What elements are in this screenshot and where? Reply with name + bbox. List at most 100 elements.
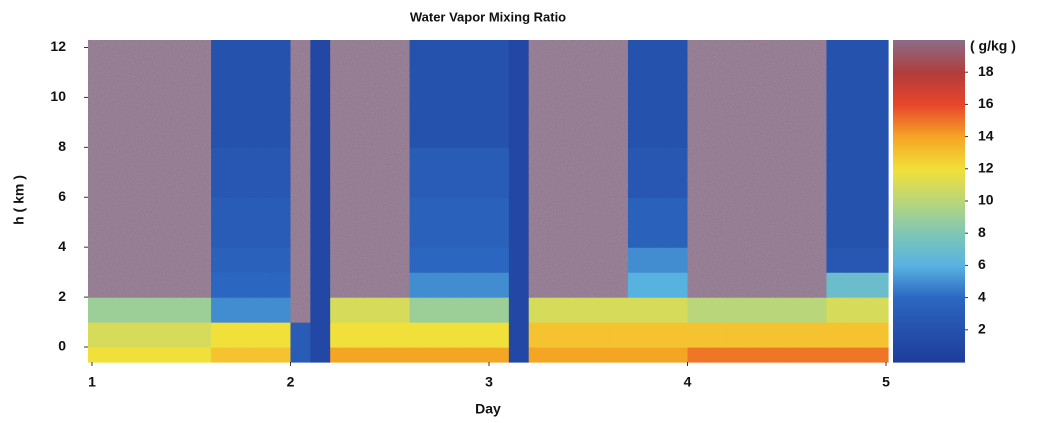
- heatmap-cell: [112, 347, 132, 363]
- heatmap-cell: [707, 272, 727, 298]
- heatmap-cell: [826, 197, 846, 248]
- heatmap-cell: [688, 147, 708, 198]
- heatmap-cell: [251, 297, 271, 323]
- x-tick-label: 5: [882, 374, 890, 390]
- heatmap-cell: [271, 322, 291, 348]
- heatmap-cell: [132, 197, 152, 248]
- heatmap-cell: [132, 247, 152, 273]
- heatmap-cell: [707, 322, 727, 348]
- heatmap-cell: [231, 322, 251, 348]
- heatmap-cell: [231, 40, 251, 98]
- heatmap-cell: [410, 322, 430, 348]
- heatmap-cell: [350, 322, 370, 348]
- heatmap-cell: [271, 97, 291, 148]
- heatmap-cell: [191, 347, 211, 363]
- heatmap-cell: [787, 272, 807, 298]
- heatmap-cell: [688, 347, 708, 363]
- heatmap-cell: [350, 297, 370, 323]
- heatmap-cell: [429, 347, 449, 363]
- heatmap-cell: [370, 272, 390, 298]
- heatmap-cell: [807, 147, 827, 198]
- heatmap-cell: [132, 272, 152, 298]
- heatmap-cell: [290, 97, 310, 148]
- heatmap-cell: [747, 197, 767, 248]
- chart-title: Water Vapor Mixing Ratio: [410, 9, 566, 24]
- heatmap-cell: [727, 347, 747, 363]
- heatmap-cell: [390, 97, 410, 148]
- heatmap-cell: [271, 297, 291, 323]
- heatmap-cell: [370, 147, 390, 198]
- heatmap-cell: [648, 147, 668, 198]
- heatmap-cell: [191, 297, 211, 323]
- heatmap-cell: [112, 147, 132, 198]
- heatmap-cell: [727, 247, 747, 273]
- heatmap-cell: [310, 247, 330, 273]
- heatmap-cell: [787, 347, 807, 363]
- heatmap-cell: [469, 97, 489, 148]
- heatmap-cell: [251, 322, 271, 348]
- heatmap-cell: [529, 322, 549, 348]
- heatmap-cell: [112, 97, 132, 148]
- x-tick-label: 1: [88, 374, 96, 390]
- y-tick-label: 8: [58, 138, 66, 154]
- heatmap-cell: [231, 97, 251, 148]
- heatmap-cell: [489, 347, 509, 363]
- heatmap-cell: [648, 197, 668, 248]
- heatmap-cell: [330, 347, 350, 363]
- heatmap-cell: [290, 347, 310, 363]
- heatmap-cell: [866, 247, 888, 273]
- heatmap-cell: [509, 40, 529, 98]
- heatmap-cell: [350, 147, 370, 198]
- heatmap-cell: [449, 197, 469, 248]
- heatmap-cell: [688, 272, 708, 298]
- heatmap-cell: [866, 347, 888, 363]
- heatmap-cell: [390, 322, 410, 348]
- heatmap-cell: [707, 297, 727, 323]
- heatmap-cell: [231, 347, 251, 363]
- heatmap-cell: [747, 147, 767, 198]
- heatmap-cell: [727, 297, 747, 323]
- heatmap-cell: [251, 347, 271, 363]
- heatmap-cell: [330, 97, 350, 148]
- heatmap-cell: [688, 40, 708, 98]
- heatmap-cell: [549, 322, 569, 348]
- heatmap-cell: [410, 147, 430, 198]
- heatmap-cell: [628, 297, 648, 323]
- heatmap-cell: [211, 272, 231, 298]
- heatmap-cell: [767, 247, 787, 273]
- heatmap-cell: [727, 147, 747, 198]
- heatmap-cell: [469, 197, 489, 248]
- heatmap-cell: [707, 97, 727, 148]
- heatmap-cell: [88, 322, 112, 348]
- heatmap-cell: [787, 322, 807, 348]
- heatmap-cell: [152, 297, 172, 323]
- heatmap-cell: [152, 40, 172, 98]
- heatmap-cell: [727, 272, 747, 298]
- heatmap-cell: [290, 272, 310, 298]
- heatmap-cell: [866, 147, 888, 198]
- heatmap-cell: [648, 247, 668, 273]
- colorbar-tick-label: 6: [978, 256, 986, 272]
- heatmap-cell: [310, 97, 330, 148]
- heatmap-cell: [568, 197, 588, 248]
- heatmap-cell: [628, 272, 648, 298]
- heatmap-cell: [449, 147, 469, 198]
- heatmap-cell: [529, 147, 549, 198]
- heatmap-cell: [549, 40, 569, 98]
- heatmap-cell: [191, 147, 211, 198]
- heatmap-cell: [171, 297, 191, 323]
- heatmap-cell: [807, 347, 827, 363]
- heatmap-cell: [846, 197, 866, 248]
- heatmap-cell: [529, 197, 549, 248]
- heatmap-cell: [310, 197, 330, 248]
- heatmap-cell: [88, 272, 112, 298]
- heatmap-cell: [588, 322, 608, 348]
- heatmap-cell: [588, 272, 608, 298]
- heatmap-cell: [469, 347, 489, 363]
- heatmap-cell: [668, 197, 688, 248]
- heatmap-cell: [132, 322, 152, 348]
- heatmap-cell: [568, 272, 588, 298]
- heatmap-cell: [568, 97, 588, 148]
- heatmap-cell: [290, 197, 310, 248]
- heatmap-cell: [350, 40, 370, 98]
